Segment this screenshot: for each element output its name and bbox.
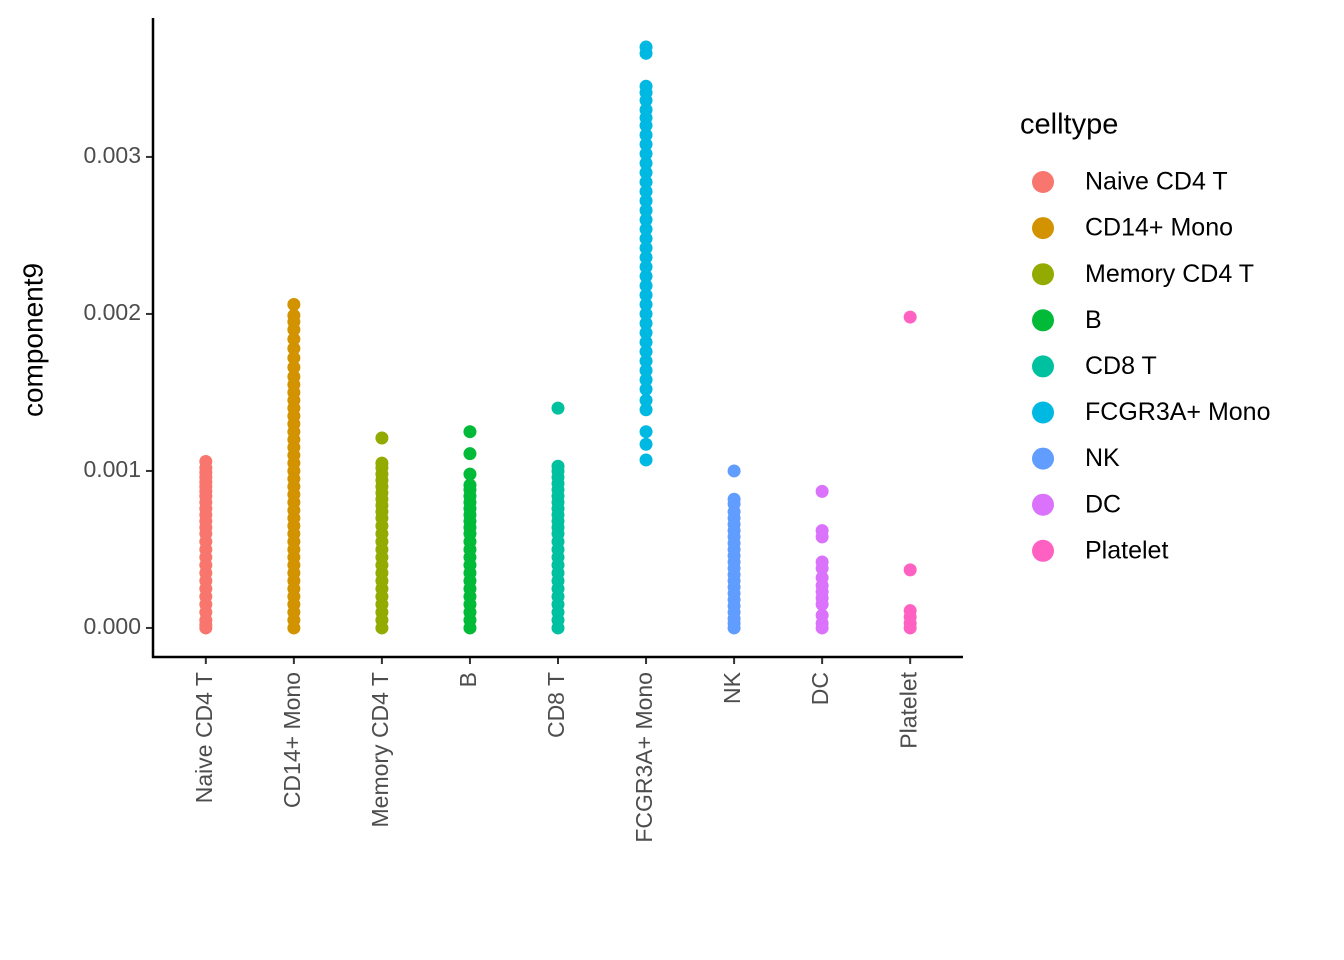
legend-key [1032, 401, 1054, 424]
point [199, 621, 213, 635]
point [375, 621, 389, 635]
point [639, 307, 653, 321]
point [639, 137, 653, 151]
x-tick-label: CD14+ Mono [279, 672, 305, 808]
y-axis-title: component9 [17, 263, 48, 417]
legend-key [1032, 447, 1054, 470]
point [639, 316, 653, 330]
legend-key [1032, 217, 1054, 240]
x-tick-label: DC [807, 672, 833, 705]
x-tick-label: CD8 T [543, 672, 569, 738]
point [639, 93, 653, 107]
point [727, 464, 741, 478]
point [463, 425, 477, 439]
x-tick-label: FCGR3A+ Mono [631, 672, 657, 843]
point [639, 453, 653, 467]
point [639, 288, 653, 302]
legend-label: B [1085, 306, 1102, 334]
x-tick-label: NK [719, 671, 745, 704]
point [639, 279, 653, 293]
point [639, 393, 653, 407]
point [639, 354, 653, 368]
y-tick-label: 0.000 [83, 613, 141, 639]
legend-title: celltype [1020, 109, 1118, 141]
point [639, 147, 653, 161]
legend-label: Platelet [1085, 536, 1168, 564]
point [639, 194, 653, 208]
point [639, 373, 653, 387]
point [463, 467, 477, 481]
point [639, 175, 653, 189]
legend-key [1032, 539, 1054, 562]
point [815, 621, 829, 635]
point [551, 401, 565, 415]
point [639, 222, 653, 236]
point [639, 213, 653, 227]
point [287, 621, 301, 635]
point [639, 382, 653, 396]
point [463, 621, 477, 635]
y-tick-label: 0.002 [83, 299, 141, 325]
point [639, 128, 653, 142]
y-tick-label: 0.003 [83, 142, 141, 168]
point [639, 184, 653, 198]
point [375, 431, 389, 445]
legend-label: CD14+ Mono [1085, 214, 1233, 242]
point [639, 403, 653, 417]
x-tick-label: Naive CD4 T [191, 672, 217, 803]
legend-label: Memory CD4 T [1085, 260, 1254, 288]
point [639, 166, 653, 180]
point [287, 298, 301, 312]
legend-label: Naive CD4 T [1085, 168, 1228, 196]
legend-label: CD8 T [1085, 352, 1157, 380]
point [815, 530, 829, 544]
legend-key [1032, 309, 1054, 332]
legend-key [1032, 355, 1054, 378]
point [639, 345, 653, 359]
point [903, 621, 917, 635]
point [639, 232, 653, 246]
x-tick-label: Platelet [895, 671, 921, 748]
point [639, 437, 653, 451]
legend-key [1032, 263, 1054, 286]
point [287, 323, 301, 337]
legend-key [1032, 171, 1054, 193]
x-tick-label: Memory CD4 T [367, 672, 393, 828]
point [639, 298, 653, 312]
point [287, 360, 301, 374]
point [639, 363, 653, 377]
point [727, 621, 741, 635]
legend-label: NK [1085, 444, 1120, 472]
point [903, 310, 917, 324]
point [639, 156, 653, 170]
point [463, 447, 477, 461]
point [639, 335, 653, 349]
point [815, 484, 829, 498]
point [287, 341, 301, 355]
x-tick-label: B [455, 672, 481, 687]
legend-key [1032, 493, 1054, 516]
point [551, 621, 565, 635]
legend-label: DC [1085, 490, 1121, 518]
point [815, 561, 829, 575]
point [903, 563, 917, 577]
point [815, 597, 829, 611]
point [287, 351, 301, 365]
point [639, 241, 653, 255]
point [639, 203, 653, 217]
point [639, 119, 653, 133]
point [639, 250, 653, 264]
point [639, 46, 653, 60]
y-tick-label: 0.001 [83, 456, 141, 482]
point [639, 260, 653, 274]
legend-label: FCGR3A+ Mono [1085, 398, 1271, 426]
point [287, 332, 301, 346]
point [639, 326, 653, 340]
point [639, 425, 653, 439]
point [639, 269, 653, 283]
